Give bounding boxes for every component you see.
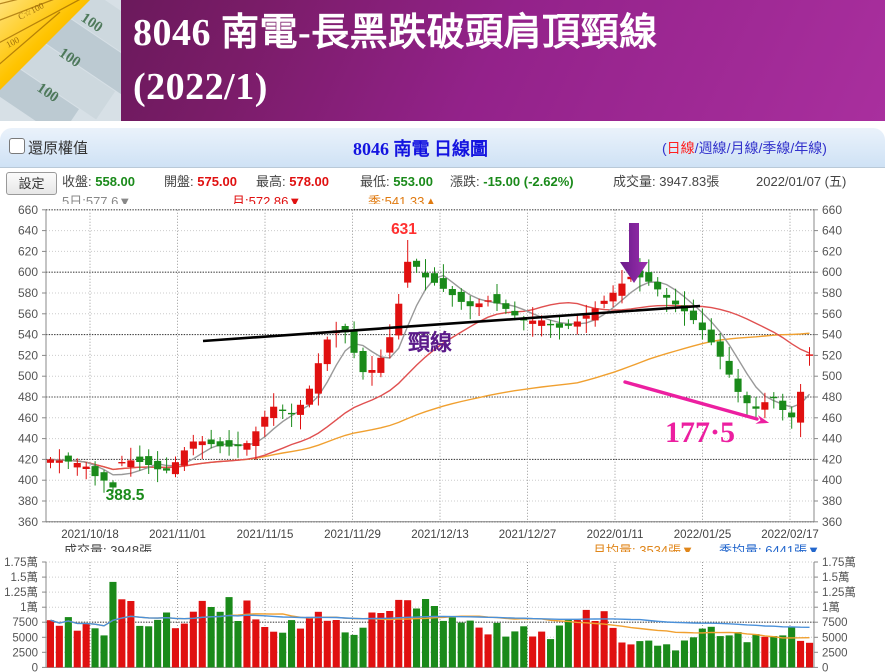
svg-text:177·5: 177·5: [665, 416, 735, 449]
svg-text:1.75萬: 1.75萬: [822, 556, 856, 569]
svg-text:2021/10/18: 2021/10/18: [61, 529, 119, 541]
svg-text:631: 631: [391, 221, 417, 238]
svg-text:2022/01/11: 2022/01/11: [587, 529, 644, 541]
svg-text:400: 400: [18, 473, 38, 487]
svg-text:560: 560: [822, 307, 842, 321]
svg-text:2021/11/29: 2021/11/29: [324, 529, 381, 541]
svg-text:580: 580: [822, 286, 842, 300]
svg-text:600: 600: [18, 265, 38, 279]
svg-text:1.5萬: 1.5萬: [822, 571, 850, 584]
svg-text:640: 640: [18, 224, 38, 238]
svg-text:640: 640: [822, 224, 842, 238]
svg-text:0: 0: [32, 662, 38, 672]
svg-text:2021/12/27: 2021/12/27: [499, 529, 557, 541]
svg-text:1萬: 1萬: [822, 601, 840, 614]
svg-text:420: 420: [822, 452, 842, 466]
svg-text:580: 580: [18, 286, 38, 300]
svg-text:520: 520: [822, 348, 842, 362]
svg-text:660: 660: [822, 203, 842, 217]
svg-text:420: 420: [18, 452, 38, 466]
svg-text:2022/01/25: 2022/01/25: [674, 529, 732, 541]
svg-text:440: 440: [822, 432, 842, 446]
svg-text:660: 660: [18, 203, 38, 217]
svg-text:500: 500: [822, 369, 842, 383]
svg-text:620: 620: [18, 244, 38, 258]
svg-text:5000: 5000: [822, 632, 848, 644]
svg-text:頸線: 頸線: [408, 330, 452, 355]
svg-text:440: 440: [18, 432, 38, 446]
svg-text:2022/02/17: 2022/02/17: [761, 529, 819, 541]
svg-text:460: 460: [18, 411, 38, 425]
svg-text:380: 380: [18, 494, 38, 508]
svg-text:540: 540: [18, 328, 38, 342]
svg-text:400: 400: [822, 473, 842, 487]
svg-text:2021/12/13: 2021/12/13: [411, 529, 469, 541]
svg-text:480: 480: [18, 390, 38, 404]
svg-text:2500: 2500: [822, 647, 848, 659]
svg-text:7500: 7500: [12, 617, 38, 629]
svg-text:1.25萬: 1.25萬: [822, 586, 856, 599]
svg-text:1萬: 1萬: [20, 601, 38, 614]
svg-text:460: 460: [822, 411, 842, 425]
svg-text:380: 380: [822, 494, 842, 508]
svg-text:1.25萬: 1.25萬: [4, 586, 38, 599]
svg-text:360: 360: [18, 515, 38, 529]
svg-text:500: 500: [18, 369, 38, 383]
svg-text:480: 480: [822, 390, 842, 404]
svg-text:2500: 2500: [12, 647, 38, 659]
svg-text:2021/11/01: 2021/11/01: [149, 529, 206, 541]
svg-text:520: 520: [18, 348, 38, 362]
svg-text:620: 620: [822, 244, 842, 258]
svg-text:2021/11/15: 2021/11/15: [237, 529, 294, 541]
svg-text:7500: 7500: [822, 617, 848, 629]
svg-text:540: 540: [822, 328, 842, 342]
svg-text:0: 0: [822, 662, 828, 672]
svg-text:5000: 5000: [12, 632, 38, 644]
svg-text:560: 560: [18, 307, 38, 321]
svg-text:1.75萬: 1.75萬: [4, 556, 38, 569]
svg-text:388.5: 388.5: [106, 487, 145, 504]
svg-text:600: 600: [822, 265, 842, 279]
svg-text:360: 360: [822, 515, 842, 529]
svg-text:1.5萬: 1.5萬: [11, 571, 39, 584]
